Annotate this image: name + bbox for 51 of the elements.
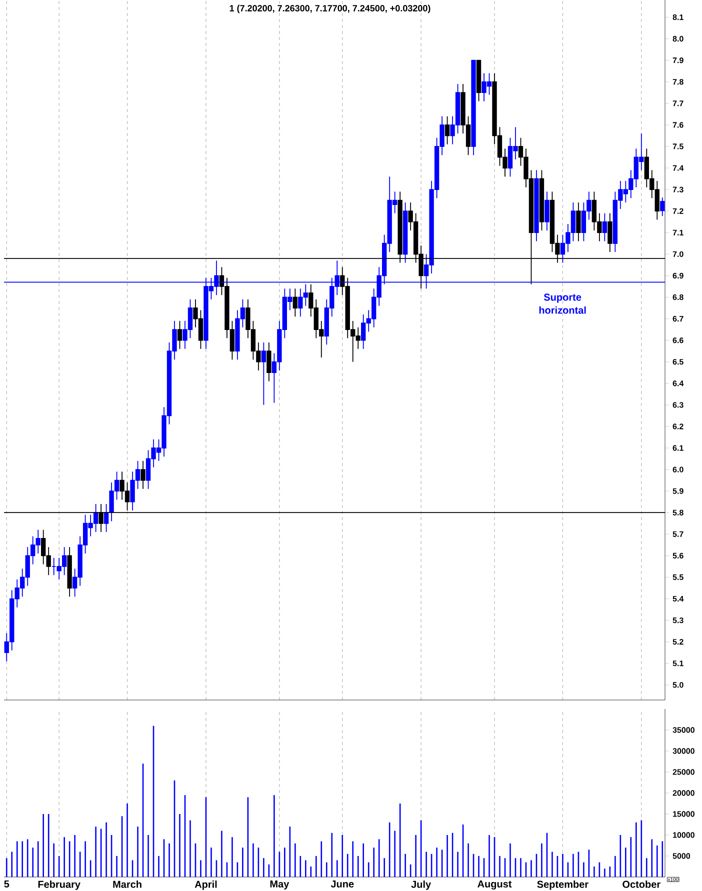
y-tick-label: 7.3 <box>672 186 684 192</box>
y-tick-label: 6.6 <box>672 337 684 344</box>
x-tick-label: May <box>270 880 290 890</box>
y-tick-label: 7.5 <box>672 144 684 150</box>
y-tick-label: 6.1 <box>672 445 684 451</box>
y-tick-label: 6.2 <box>672 424 684 430</box>
y-tick-label: 5.2 <box>672 639 684 645</box>
y-tick-label: 5.3 <box>672 617 684 624</box>
x-tick-label: July <box>411 880 432 890</box>
y-tick-label: 5.7 <box>672 531 684 537</box>
y-tick-label: 5.5 <box>672 574 684 580</box>
ref-line-label: Suporte horizontal <box>539 294 586 314</box>
y-tick-label: 7.4 <box>672 165 684 171</box>
x-tick-label: 5 <box>4 880 10 888</box>
y-tick-label: 5.0 <box>672 682 684 688</box>
y-tick-label: 6.9 <box>672 272 684 279</box>
y-tick-label: 6.7 <box>672 316 684 322</box>
y-tick-label: 7.9 <box>672 57 684 64</box>
chart-title: 1 (7.20200, 7.26300, 7.17700, 7.24500, +0.03200) <box>230 4 430 14</box>
y-tick-label: 7.1 <box>672 230 684 236</box>
x-tick-label: April <box>194 880 217 890</box>
y-tick-label: 6.4 <box>672 380 684 386</box>
y-tick-label: 8.0 <box>672 36 684 42</box>
y-tick-label: 5.1 <box>672 660 684 666</box>
y-tick-label: 6.3 <box>672 402 684 408</box>
x-tick-label: March <box>113 880 142 888</box>
y-tick-label: 10000 <box>673 832 694 838</box>
y-tick-label: 6.0 <box>672 466 684 472</box>
y-tick-label: 5.4 <box>672 596 684 602</box>
y-tick-label: 20000 <box>672 790 694 796</box>
y-tick-label: 5.9 <box>672 488 684 494</box>
x-tick-label: June <box>330 880 354 888</box>
x-tick-label: February <box>38 880 80 890</box>
y-tick-label: 7.6 <box>672 122 684 128</box>
x-tick-label: August <box>478 880 512 890</box>
y-tick-label: 6.5 <box>672 359 684 365</box>
y-tick-label: 7.7 <box>672 100 684 106</box>
x-tick-label: September <box>537 880 588 890</box>
y-tick-label: 5000 <box>672 853 690 859</box>
y-tick-label: 5.6 <box>672 552 684 559</box>
y-tick-label: 7.2 <box>672 208 684 214</box>
y-tick-label: 35000 <box>672 727 694 733</box>
y-tick-label: 6.8 <box>672 294 684 300</box>
y-tick-label: 7.0 <box>672 251 684 257</box>
y-tick-label: 25000 <box>672 769 694 775</box>
y-tick-label: 5.8 <box>672 510 684 516</box>
y-tick-label: 30000 <box>672 748 694 754</box>
y-tick-label: 15000 <box>673 811 694 817</box>
x-tick-label: October <box>622 880 660 888</box>
y-tick-label: 8.1 <box>672 14 684 20</box>
y-tick-label: 7.8 <box>672 79 684 85</box>
